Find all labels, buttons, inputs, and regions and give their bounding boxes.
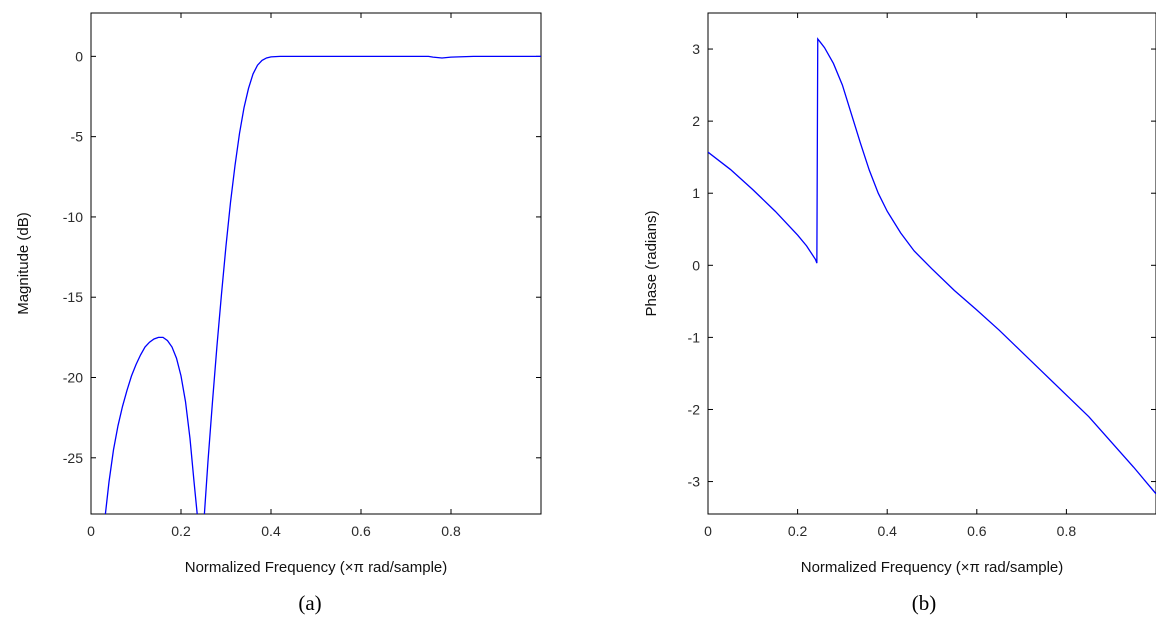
x-tick-label: 0.6: [351, 523, 371, 539]
figure-caption: (a): [298, 591, 321, 615]
x-tick-label: 0.4: [261, 523, 281, 539]
magnitude-chart: 0 0.2 0.4 0.6 0.8 0 -5 -10 -15 -20 -25 Normalized F…: [15, 12, 542, 615]
x-tick-label: 0.2: [788, 523, 808, 539]
y-tick-label: -20: [63, 370, 83, 386]
x-tick-label: 0.2: [171, 523, 191, 539]
y-tick-label: 0: [692, 257, 700, 273]
y-tick-label: 0: [75, 48, 83, 64]
y-tick-label: 2: [692, 113, 700, 129]
y-axis-label: Magnitude (dB): [15, 212, 32, 315]
series-line: [203, 55, 541, 514]
phase-chart: 0 0.2 0.4 0.6 0.8 3 2 1 0 -1 -2 -3 Normalized Freque…: [643, 12, 1156, 615]
x-tick-label: 0.6: [967, 523, 987, 539]
y-tick-label: -1: [688, 329, 701, 345]
x-tick-label: 0.8: [1057, 523, 1077, 539]
plot-frame: [707, 12, 1156, 515]
y-tick-label: -10: [63, 209, 83, 225]
series-line: [104, 336, 198, 514]
x-tick-label: 0.8: [441, 523, 461, 539]
y-tick-label: -3: [688, 474, 701, 490]
x-axis-label: Normalized Frequency (×π rad/sample): [801, 559, 1064, 576]
y-axis-label: Phase (radians): [643, 211, 660, 317]
y-tick-label: 1: [692, 185, 700, 201]
figure-caption: (b): [912, 591, 937, 615]
x-axis-label: Normalized Frequency (×π rad/sample): [185, 559, 448, 576]
x-tick-label: 0: [87, 523, 95, 539]
y-tick-label: 3: [692, 41, 700, 57]
plot-frame: [90, 12, 542, 515]
x-tick-label: 0.4: [877, 523, 897, 539]
y-tick-label: -2: [688, 401, 701, 417]
y-tick-label: -15: [63, 289, 83, 305]
series-line: [708, 37, 1156, 495]
y-tick-label: -25: [63, 450, 83, 466]
x-tick-label: 0: [704, 523, 712, 539]
y-tick-label: -5: [71, 129, 84, 145]
